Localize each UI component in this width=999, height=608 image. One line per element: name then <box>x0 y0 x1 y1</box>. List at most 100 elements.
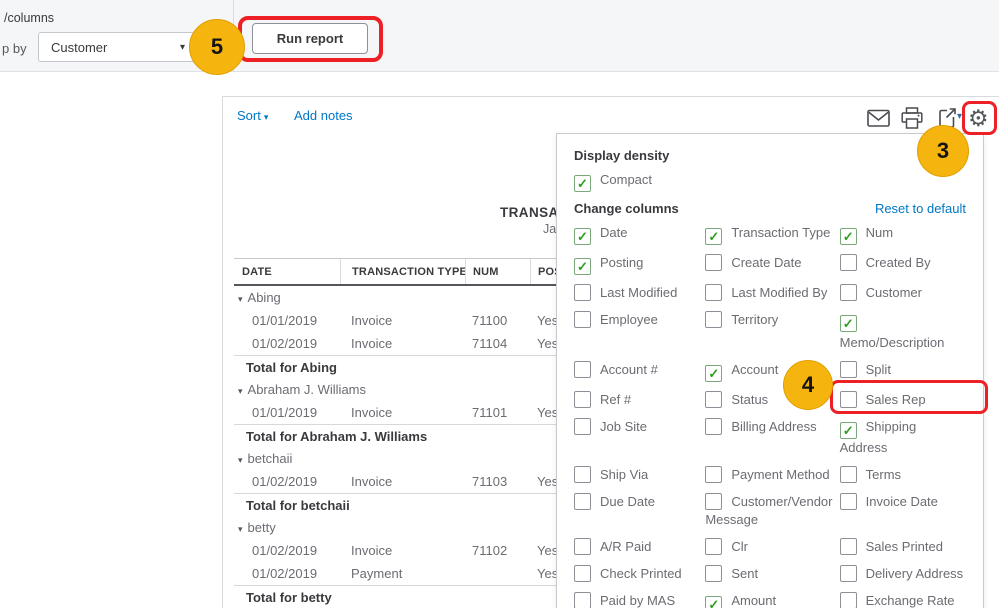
columns-grid-row: Ref # Status Sales Rep <box>574 390 966 409</box>
column-option-customer-vendor-message[interactable]: Customer/Vendor Message <box>705 492 839 529</box>
column-option-due-date[interactable]: Due Date <box>574 492 705 511</box>
group-row-betty[interactable]: ▾ betty <box>234 516 634 539</box>
column-header-num[interactable]: NUM <box>465 259 530 284</box>
checkbox-unchecked[interactable] <box>574 591 591 608</box>
checkbox-unchecked[interactable] <box>839 254 857 271</box>
checkbox-unchecked[interactable] <box>574 465 591 483</box>
column-option-exchange-rate[interactable]: Exchange Rate <box>839 591 966 608</box>
checkbox-unchecked[interactable] <box>839 564 857 582</box>
column-option-label: Due Date <box>600 493 655 509</box>
column-option-status[interactable]: Status <box>705 390 839 409</box>
column-option-label: Last Modified By <box>731 285 828 300</box>
column-option-paid-by-mas[interactable]: Paid by MAS <box>574 591 705 608</box>
sort-menu[interactable]: Sort ▾ <box>237 108 269 123</box>
checkbox-unchecked[interactable] <box>705 417 723 435</box>
checkbox-unchecked[interactable] <box>574 360 591 378</box>
column-option-amount[interactable]: ✓ Amount <box>705 592 839 608</box>
checkbox-unchecked[interactable] <box>839 360 857 378</box>
checkbox-checked[interactable]: ✓ <box>705 595 723 608</box>
column-option-customer[interactable]: Customer <box>839 284 966 302</box>
column-option-label: Customer <box>865 285 922 300</box>
print-icon[interactable] <box>901 107 923 135</box>
checkbox-unchecked[interactable] <box>705 284 723 301</box>
chevron-down-icon[interactable]: ▾ <box>957 111 963 122</box>
checkbox-unchecked[interactable] <box>705 492 723 510</box>
checkbox-unchecked[interactable] <box>574 311 591 328</box>
checkbox-unchecked[interactable] <box>574 564 591 582</box>
group-row-abraham-j-williams[interactable]: ▾ Abraham J. Williams <box>234 378 634 401</box>
checkbox-unchecked[interactable] <box>574 537 591 555</box>
column-option-check-printed[interactable]: Check Printed <box>574 564 705 583</box>
columns-grid-row: ✓ Posting Create Date Created By <box>574 254 966 275</box>
gear-icon[interactable]: ⚙ <box>968 105 989 131</box>
column-option-terms[interactable]: Terms <box>839 465 966 484</box>
reset-to-default-link[interactable]: Reset to default <box>874 201 966 216</box>
table-body: ▾ Abing 01/01/2019 Invoice 71100 Yes 01/02/201… <box>234 286 634 608</box>
column-option-transaction-type[interactable]: ✓ Transaction Type <box>705 224 839 245</box>
columns-grid-row: ✓ Date ✓ Transaction Type ✓ Num <box>574 224 966 245</box>
add-notes-link[interactable]: Add notes <box>294 108 353 123</box>
checkbox-checked[interactable]: ✓ <box>574 228 591 245</box>
column-option-ship-via[interactable]: Ship Via <box>574 465 705 484</box>
checkbox-unchecked[interactable] <box>574 390 591 408</box>
checkbox-unchecked[interactable] <box>574 417 591 435</box>
group-row-abing[interactable]: ▾ Abing <box>234 286 634 309</box>
collapse-icon[interactable]: ▾ <box>238 455 243 465</box>
checkbox-unchecked[interactable] <box>705 465 723 483</box>
column-option-shipping-address[interactable]: ✓ Shipping Address <box>839 418 966 457</box>
checkbox-checked[interactable]: ✓ <box>705 228 723 245</box>
checkbox-unchecked[interactable] <box>839 390 857 408</box>
checkbox-unchecked[interactable] <box>705 564 723 582</box>
column-option-sent[interactable]: Sent <box>705 564 839 583</box>
column-option-employee[interactable]: Employee <box>574 311 705 329</box>
checkbox-unchecked[interactable] <box>839 492 857 510</box>
mail-icon[interactable] <box>867 109 890 133</box>
column-option-payment-method[interactable]: Payment Method <box>705 465 839 484</box>
column-option-sales-printed[interactable]: Sales Printed <box>839 537 966 556</box>
column-option-memo-description[interactable]: ✓ Memo/Description <box>839 311 966 352</box>
column-option-delivery-address[interactable]: Delivery Address <box>839 564 966 583</box>
column-option-date[interactable]: ✓ Date <box>574 224 705 245</box>
column-option-territory[interactable]: Territory <box>705 311 839 329</box>
column-option-create-date[interactable]: Create Date <box>705 254 839 272</box>
group-row-betchaii[interactable]: ▾ betchaii <box>234 447 634 470</box>
compact-checkbox[interactable]: ✓ Compact <box>574 171 966 192</box>
checkbox-unchecked[interactable] <box>839 465 857 483</box>
checkbox-checked[interactable]: ✓ <box>839 421 857 439</box>
checkbox-unchecked[interactable] <box>705 390 723 408</box>
checkbox-unchecked[interactable] <box>839 591 857 608</box>
column-option-account[interactable]: ✓ Account <box>705 361 839 382</box>
column-option-ref[interactable]: Ref # <box>574 390 705 409</box>
collapse-icon[interactable]: ▾ <box>238 386 243 396</box>
checkbox-unchecked[interactable] <box>705 537 723 555</box>
column-option-billing-address[interactable]: Billing Address <box>705 417 839 436</box>
column-option-num[interactable]: ✓ Num <box>839 224 966 245</box>
column-header-date[interactable]: DATE <box>242 266 272 278</box>
checkbox-checked[interactable]: ✓ <box>574 258 591 275</box>
column-option-invoice-date[interactable]: Invoice Date <box>839 492 966 511</box>
column-option-clr[interactable]: Clr <box>705 537 839 556</box>
column-option-created-by[interactable]: Created By <box>839 254 966 272</box>
column-option-account[interactable]: Account # <box>574 360 705 379</box>
collapse-icon[interactable]: ▾ <box>238 294 243 304</box>
column-option-sales-rep[interactable]: Sales Rep <box>839 390 966 409</box>
column-option-last-modified[interactable]: Last Modified <box>574 284 705 302</box>
checkbox-unchecked[interactable] <box>574 492 591 510</box>
checkbox-checked[interactable]: ✓ <box>705 364 723 382</box>
checkbox-unchecked[interactable] <box>839 537 857 555</box>
column-header-transaction-type[interactable]: TRANSACTION TYPE <box>340 259 465 284</box>
column-option-posting[interactable]: ✓ Posting <box>574 254 705 275</box>
column-option-job-site[interactable]: Job Site <box>574 417 705 436</box>
checkbox-checked[interactable]: ✓ <box>839 228 857 245</box>
collapse-icon[interactable]: ▾ <box>238 524 243 534</box>
checkbox-checked[interactable]: ✓ <box>839 315 857 332</box>
group-by-dropdown[interactable]: Customer ▾ <box>38 32 196 62</box>
checkbox-unchecked[interactable] <box>705 254 723 271</box>
column-option-a-r-paid[interactable]: A/R Paid <box>574 537 705 556</box>
run-report-button[interactable]: Run report <box>252 23 368 54</box>
checkbox-unchecked[interactable] <box>839 284 857 301</box>
checkbox-unchecked[interactable] <box>705 311 723 328</box>
column-option-split[interactable]: Split <box>839 360 966 379</box>
column-option-last-modified-by[interactable]: Last Modified By <box>705 284 839 302</box>
checkbox-unchecked[interactable] <box>574 284 591 301</box>
